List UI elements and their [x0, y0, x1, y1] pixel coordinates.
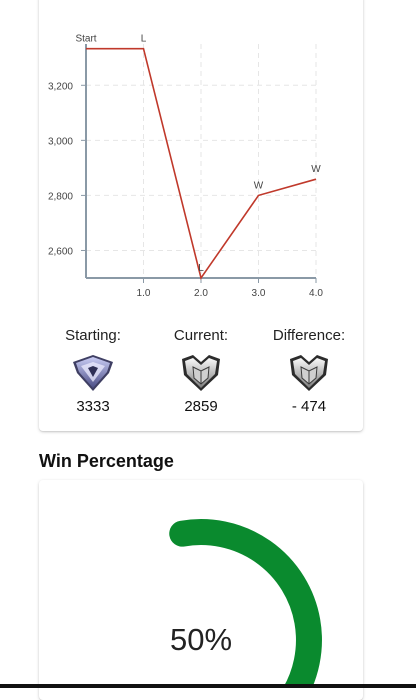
- x-tick-label: 3.0: [252, 288, 266, 299]
- stat-difference-value: - 474: [291, 398, 327, 415]
- win-percentage-value: 50%: [169, 622, 233, 657]
- stat-starting-value: 3333: [76, 398, 110, 415]
- sr-line-chart: 1.0 2.0 3.0 4.0 2,600 2,800 3,000 3,200 Start L L W…: [48, 34, 323, 299]
- y-tick-label: 3,000: [48, 136, 73, 147]
- y-tick-label: 2,800: [48, 191, 73, 202]
- x-tick-label: 2.0: [194, 288, 208, 299]
- data-point-label: W: [254, 180, 264, 191]
- stat-current-label: Current:: [173, 327, 229, 344]
- data-point-label: Start: [75, 34, 96, 45]
- platinum-rank-icon: [290, 355, 328, 391]
- y-tick-label: 3,200: [48, 81, 73, 92]
- sr-series-line: [86, 47, 317, 280]
- win-percentage-title: Win Percentage: [39, 451, 174, 471]
- sr-history-card: 1.0 2.0 3.0 4.0 2,600 2,800 3,000 3,200 Start L L W…: [39, 0, 363, 431]
- stat-starting-label: Starting:: [65, 327, 121, 344]
- master-rank-icon: [73, 355, 113, 391]
- stat-current: Current: 2859: [147, 327, 255, 415]
- x-tick-label: 1.0: [137, 288, 151, 299]
- bottom-edge-bar: [0, 684, 416, 688]
- stat-difference-label: Difference:: [272, 327, 346, 344]
- win-percentage-card: [39, 480, 363, 700]
- data-point-label: L: [198, 263, 204, 274]
- platinum-rank-icon: [182, 355, 220, 391]
- x-tick-label: 4.0: [309, 288, 323, 299]
- y-tick-label: 2,600: [48, 246, 73, 257]
- stat-difference: Difference: - 474: [255, 327, 363, 415]
- data-point-label: W: [311, 164, 321, 175]
- stat-current-value: 2859: [184, 398, 218, 415]
- stat-starting: Starting: 3333: [39, 327, 147, 415]
- data-point-label: L: [141, 34, 147, 45]
